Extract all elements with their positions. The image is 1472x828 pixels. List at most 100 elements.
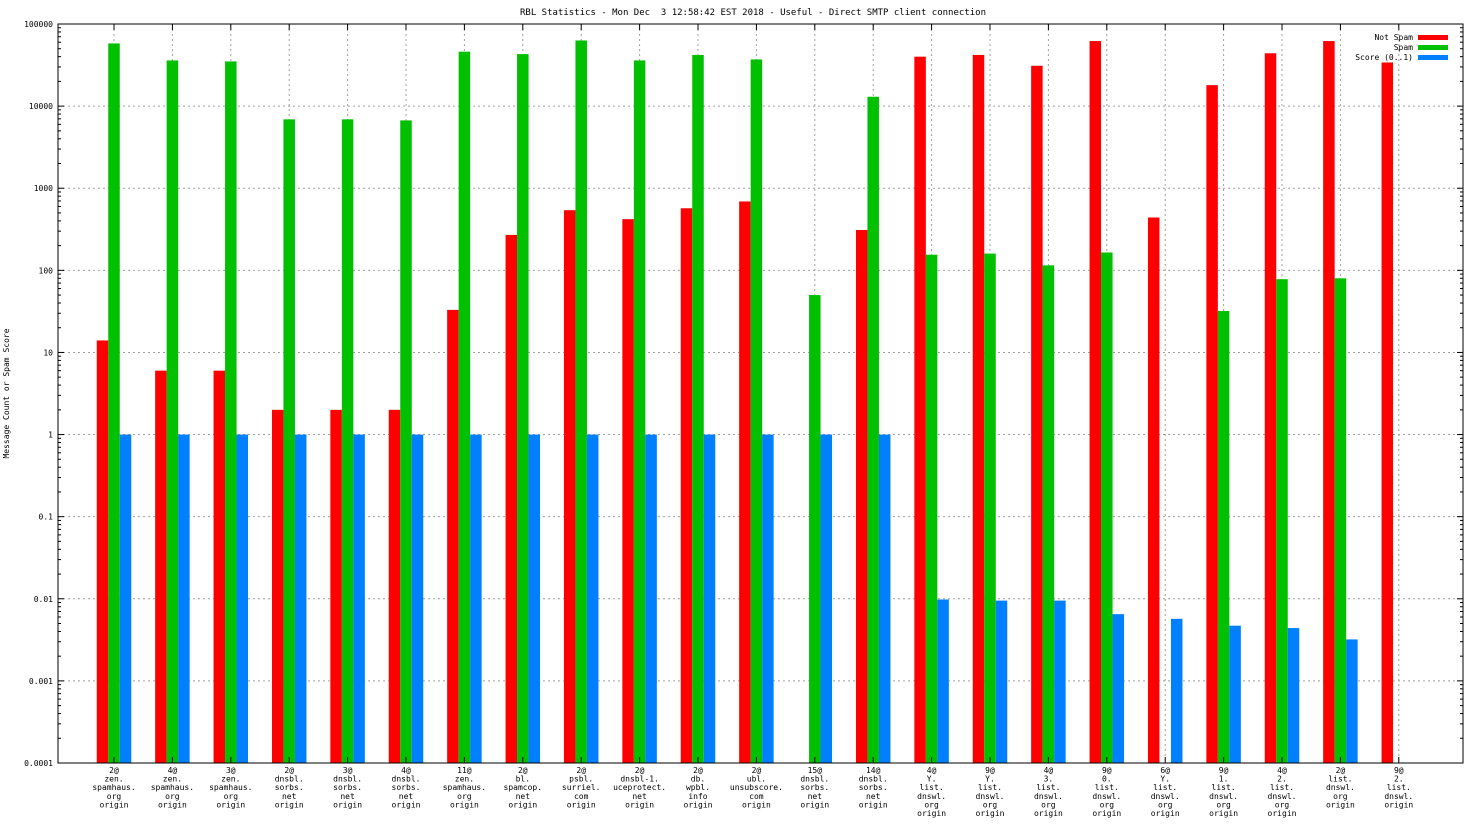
x-category-label: com	[749, 792, 764, 801]
y-tick-label: 1	[48, 431, 53, 440]
y-axis-ticks: 0.0001 0.001 0.01 0.1 1 10 100 1000 10000 100000	[24, 20, 1463, 768]
x-category-label: sorbs.	[333, 783, 362, 792]
x-category-label: list.	[1212, 783, 1236, 792]
x-category-label: spamhaus.	[443, 783, 486, 792]
y-tick-label: 1000	[34, 184, 53, 193]
x-category-label: 2@	[518, 766, 528, 775]
x-category-label: org	[107, 792, 122, 801]
x-category-label: org	[457, 792, 472, 801]
bar-score-0-1	[236, 434, 249, 763]
x-category-label: org	[224, 792, 239, 801]
bar-not-spam	[213, 370, 226, 763]
legend-swatch	[1418, 35, 1448, 40]
y-tick-label: 0.0001	[24, 759, 53, 768]
x-category-label: net	[808, 792, 823, 801]
plot-frame	[57, 23, 1464, 764]
x-category-label: org	[165, 792, 180, 801]
x-category-label: origin	[1092, 809, 1121, 818]
x-category-label: 9@	[1394, 766, 1404, 775]
x-category-label: 6@	[1160, 766, 1170, 775]
bar-score-0-1	[1287, 628, 1300, 763]
x-category-label: 11@	[457, 766, 472, 775]
x-category-label: org	[983, 800, 998, 809]
x-category-label: net	[866, 792, 881, 801]
x-category-label: 2.	[1277, 775, 1287, 784]
bar-not-spam	[1031, 65, 1043, 764]
x-category-label: origin	[567, 800, 596, 809]
x-category-label: 3@	[226, 766, 236, 775]
bar-score-0-1	[878, 434, 891, 763]
x-category-label: dnswl.	[1326, 783, 1355, 792]
bar-spam	[283, 119, 295, 764]
bar-spam	[1101, 252, 1113, 764]
bar-score-0-1	[995, 600, 1008, 763]
bar-spam	[633, 60, 646, 763]
x-category-label: 3@	[343, 766, 353, 775]
x-category-label: Y.	[985, 775, 995, 784]
x-category-label: 0.	[1102, 775, 1112, 784]
bar-spam	[867, 96, 879, 763]
x-category-label: origin	[275, 800, 304, 809]
x-category-label: 4@	[927, 766, 937, 775]
bar-spam	[108, 43, 120, 764]
y-tick-label: 0.1	[39, 513, 54, 522]
bar-not-spam	[1323, 41, 1335, 764]
bar-spam	[1042, 265, 1055, 763]
bar-spam	[750, 59, 763, 763]
x-category-label: 14@	[866, 766, 881, 775]
x-category-label: org	[1100, 800, 1115, 809]
x-category-label: bl.	[516, 775, 530, 784]
bar-score-0-1	[1346, 639, 1358, 763]
x-category-label: dnswl.	[976, 792, 1005, 801]
x-category-label: origin	[976, 809, 1005, 818]
x-category-label: zen.	[163, 775, 182, 784]
x-category-label: net	[282, 792, 297, 801]
x-category-label: 4@	[1044, 766, 1054, 775]
bar-spam	[1276, 279, 1288, 763]
x-category-label: origin	[392, 800, 421, 809]
bar-score-0-1	[1054, 600, 1066, 763]
x-category-label: origin	[800, 800, 829, 809]
x-category-label: net	[516, 792, 531, 801]
bar-spam	[692, 54, 704, 763]
x-category-label: origin	[1151, 809, 1180, 818]
bar-not-spam	[388, 409, 401, 763]
bar-score-0-1	[528, 434, 541, 763]
x-category-label: Y.	[927, 775, 937, 784]
x-category-label: list.	[1270, 783, 1294, 792]
bar-score-0-1	[353, 434, 365, 763]
bar-score-0-1	[411, 434, 424, 763]
bar-score-0-1	[820, 434, 833, 763]
x-category-label: org	[1333, 792, 1348, 801]
bar-score-0-1	[937, 599, 949, 763]
x-category-label: net	[399, 792, 414, 801]
x-category-label: spamhaus.	[151, 783, 194, 792]
x-category-label: sorbs.	[392, 783, 421, 792]
bar-spam	[575, 40, 587, 763]
x-category-label: origin	[1326, 800, 1355, 809]
x-category-label: list.	[1387, 783, 1411, 792]
y-tick-label: 100	[39, 266, 54, 275]
bar-spam	[1334, 278, 1347, 763]
bar-score-0-1	[470, 434, 482, 763]
x-category-label: dnsbl.	[859, 775, 888, 784]
x-category-label: dnswl.	[1209, 792, 1238, 801]
x-category-label: origin	[158, 800, 187, 809]
legend-label: Score (0..1)	[1355, 53, 1413, 62]
x-category-label: com	[574, 792, 589, 801]
x-category-label: 15@	[808, 766, 823, 775]
x-category-label: origin	[508, 800, 537, 809]
y-tick-label: 100000	[24, 20, 53, 29]
x-category-label: list.	[1328, 775, 1352, 784]
x-category-label: origin	[742, 800, 771, 809]
bar-not-spam	[855, 229, 868, 764]
bar-not-spam	[447, 309, 459, 763]
bar-spam	[925, 254, 938, 763]
x-category-label: surriel.	[562, 783, 601, 792]
bar-not-spam	[1381, 62, 1394, 764]
x-category-label: dnsbl.	[392, 775, 421, 784]
x-category-label: list.	[920, 783, 944, 792]
x-category-label: spamhaus.	[209, 783, 252, 792]
